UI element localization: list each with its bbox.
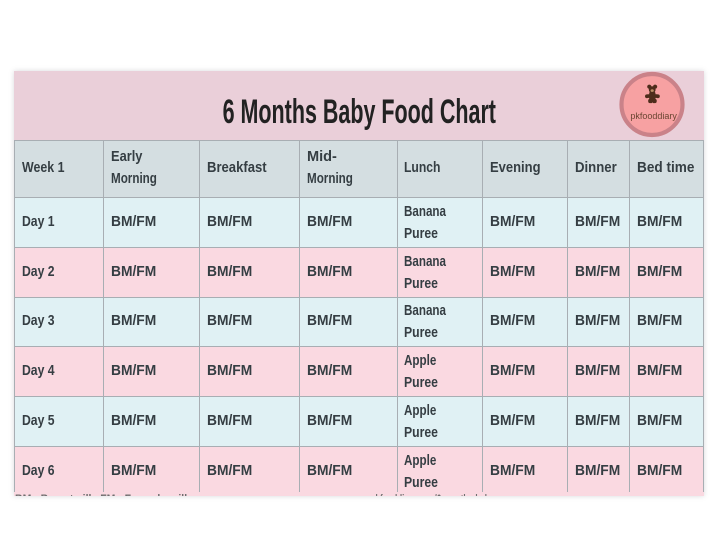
svg-text:pkfooddiary: pkfooddiary (630, 111, 677, 121)
